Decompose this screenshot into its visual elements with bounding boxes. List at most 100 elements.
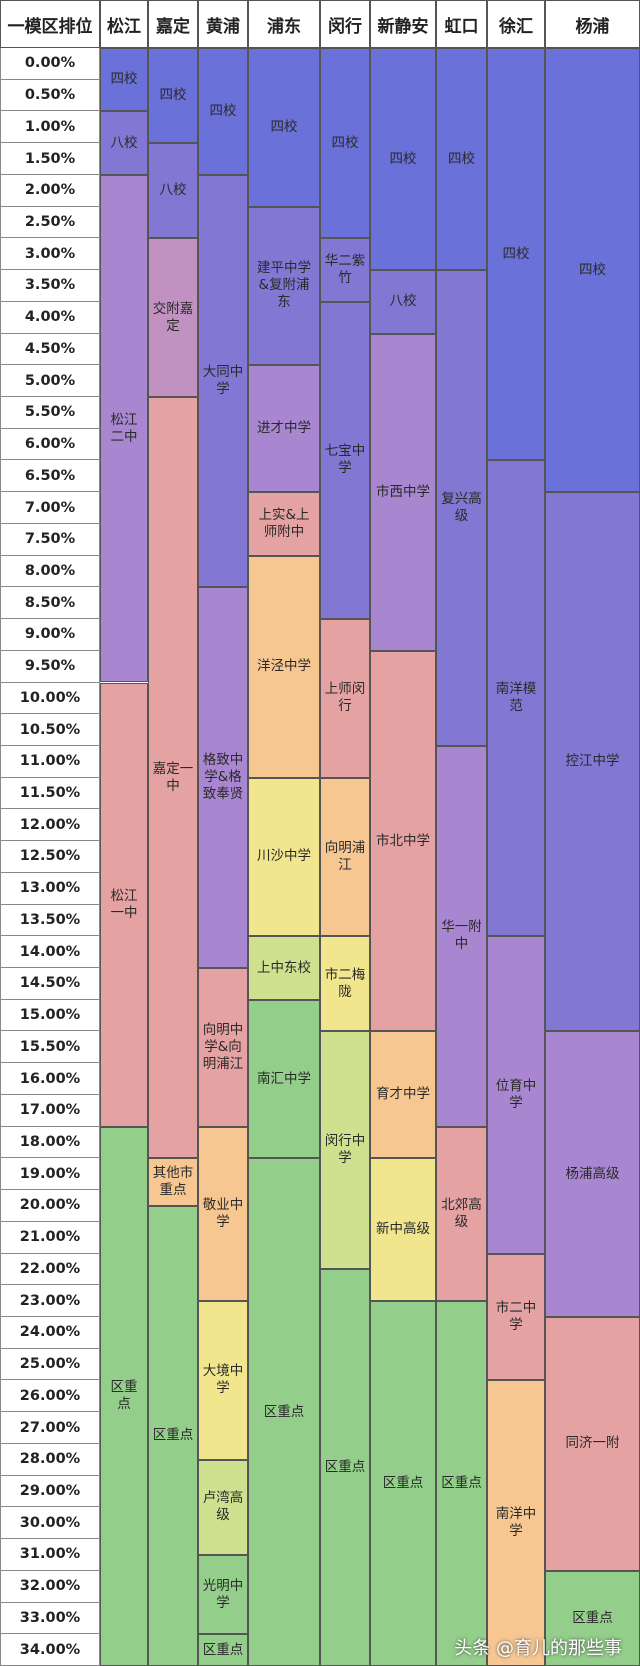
school-block: 嘉定一中: [148, 396, 198, 1159]
district-header: 徐汇: [487, 0, 545, 48]
rank-row-label: 25.00%: [0, 1348, 100, 1381]
school-block: 同济一附: [545, 1317, 640, 1571]
school-label: 育才中学: [376, 1086, 430, 1103]
school-block: 松江一中: [100, 682, 148, 1127]
rank-row-label: 18.00%: [0, 1126, 100, 1159]
school-block: 市北中学: [370, 650, 436, 1032]
rank-row-label: 30.00%: [0, 1507, 100, 1540]
school-label: 其他市重点: [152, 1165, 194, 1199]
school-block: 四校: [545, 48, 640, 493]
school-label: 区重点: [382, 1475, 424, 1492]
school-block: 大同中学: [198, 174, 248, 588]
school-label: 杨浦高级: [565, 1165, 620, 1182]
school-block: 八校: [148, 143, 198, 239]
district-header: 松江: [100, 0, 148, 48]
school-label: 上中东校: [257, 959, 311, 976]
rank-row-label: 15.00%: [0, 999, 100, 1032]
school-label: 七宝中学: [324, 443, 366, 477]
rank-row-label: 5.00%: [0, 365, 100, 397]
rank-row-label: 4.00%: [0, 301, 100, 334]
school-block: 复兴高级: [436, 270, 487, 746]
school-label: 区重点: [110, 1379, 138, 1413]
rank-row-label: 15.50%: [0, 1031, 100, 1064]
school-block: 格致中学&格致奉贤: [198, 587, 248, 969]
rank-row-label: 10.50%: [0, 714, 100, 746]
rank-row-label: 4.50%: [0, 333, 100, 366]
school-block: 四校: [198, 48, 248, 175]
rank-row-label: 9.50%: [0, 650, 100, 683]
school-block: 市西中学: [370, 333, 436, 651]
school-block: 华二紫竹: [320, 238, 370, 302]
school-label: 四校: [331, 134, 359, 151]
district-header: 黄浦: [198, 0, 248, 48]
school-block: 松江二中: [100, 174, 148, 683]
school-label: 市西中学: [376, 483, 430, 500]
school-block: 四校: [148, 48, 198, 144]
rank-row-label: 14.00%: [0, 936, 100, 969]
district-header: 嘉定: [148, 0, 198, 48]
school-block: 控江中学: [545, 492, 640, 1032]
school-label: 向明中学&向明浦江: [202, 1021, 244, 1072]
school-block: 闵行中学: [320, 1031, 370, 1270]
rank-row-label: 19.00%: [0, 1158, 100, 1191]
school-label: 光明中学: [202, 1577, 244, 1611]
school-label: 复兴高级: [441, 491, 482, 525]
rank-row-label: 34.00%: [0, 1634, 100, 1666]
rank-row-label: 3.00%: [0, 238, 100, 271]
school-label: 四校: [159, 87, 187, 104]
school-block: 上实&上师附中: [248, 492, 320, 556]
school-label: 同济一附: [565, 1435, 620, 1452]
school-label: 四校: [579, 261, 606, 278]
school-label: 北郊高级: [441, 1196, 482, 1230]
school-block: 八校: [370, 270, 436, 334]
school-block: 卢湾高级: [198, 1459, 248, 1555]
rank-row-label: 23.00%: [0, 1285, 100, 1317]
school-label: 进才中学: [257, 420, 311, 437]
school-block: 八校: [100, 111, 148, 175]
rank-row-label: 26.00%: [0, 1380, 100, 1413]
rank-row-label: 6.50%: [0, 460, 100, 493]
rank-row-label: 17.00%: [0, 1094, 100, 1127]
rank-row-label: 20.00%: [0, 1190, 100, 1222]
rank-column-header: 一模区排位: [0, 0, 100, 48]
school-block: 七宝中学: [320, 301, 370, 620]
rank-row-label: 14.50%: [0, 968, 100, 1000]
rank-row-label: 11.00%: [0, 745, 100, 778]
school-label: 区重点: [324, 1459, 366, 1476]
school-block: 建平中学&复附浦东: [248, 206, 320, 366]
school-block: 市二中学: [487, 1253, 545, 1381]
school-label: 区重点: [202, 1641, 244, 1658]
school-label: 四校: [270, 118, 298, 135]
school-label: 南洋模范: [495, 681, 537, 715]
school-label: 大境中学: [202, 1363, 244, 1397]
school-label: 四校: [448, 150, 475, 167]
school-block: 育才中学: [370, 1031, 436, 1159]
rank-row-label: 5.50%: [0, 396, 100, 429]
school-label: 敬业中学: [202, 1196, 244, 1230]
school-label: 上师闵行: [324, 681, 366, 715]
district-header: 杨浦: [545, 0, 640, 48]
district-header: 闵行: [320, 0, 370, 48]
school-block: 区重点: [148, 1205, 198, 1666]
school-block: 北郊高级: [436, 1126, 487, 1302]
school-label: 区重点: [441, 1475, 482, 1492]
rank-row-label: 12.00%: [0, 809, 100, 842]
school-block: 四校: [248, 48, 320, 207]
rank-row-label: 1.00%: [0, 111, 100, 144]
rank-row-label: 31.00%: [0, 1539, 100, 1571]
rank-row-label: 3.50%: [0, 270, 100, 302]
school-block: 交附嘉定: [148, 238, 198, 397]
school-label: 格致中学&格致奉贤: [202, 752, 244, 803]
rank-row-label: 29.00%: [0, 1475, 100, 1508]
school-block: 南洋中学: [487, 1380, 545, 1666]
rank-row-label: 0.00%: [0, 48, 100, 80]
school-label: 南洋中学: [495, 1506, 537, 1540]
school-label: 区重点: [572, 1609, 613, 1626]
school-block: 区重点: [370, 1301, 436, 1666]
school-block: 区重点: [320, 1269, 370, 1666]
school-label: 川沙中学: [257, 848, 311, 865]
school-block: 光明中学: [198, 1554, 248, 1635]
rank-row-label: 1.50%: [0, 143, 100, 175]
district-header: 浦东: [248, 0, 320, 48]
school-block: 市二梅陇: [320, 936, 370, 1032]
